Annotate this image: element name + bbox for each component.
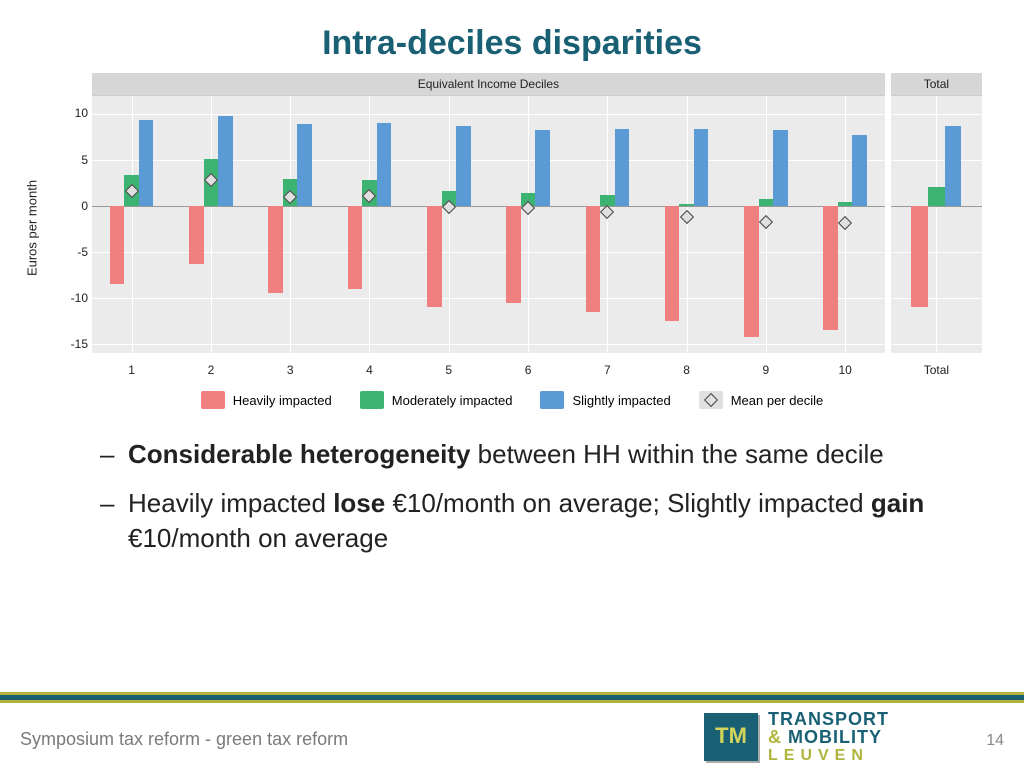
legend-label: Mean per decile	[731, 393, 824, 408]
footer-text: Symposium tax reform - green tax reform	[20, 729, 348, 750]
diamond-icon	[699, 391, 723, 409]
x-ticks: 12345678910 Total	[92, 363, 982, 377]
slide-title: Intra-deciles disparities	[0, 0, 1024, 73]
legend-mean: Mean per decile	[699, 391, 824, 409]
panel-deciles-title: Equivalent Income Deciles	[92, 73, 885, 96]
mean-marker	[759, 215, 773, 229]
panel-total-title: Total	[891, 73, 982, 96]
legend-label: Slightly impacted	[572, 393, 670, 408]
legend: Heavily impacted Moderately impacted Sli…	[0, 391, 1024, 409]
legend-label: Moderately impacted	[392, 393, 513, 408]
bullet-2: Heavily impacted lose €10/month on avera…	[100, 486, 964, 556]
logo: TM TRANSPORT & MOBILITY LEUVEN	[704, 702, 964, 768]
logo-leuven: LEUVEN	[768, 748, 889, 764]
swatch-moderately	[360, 391, 384, 409]
plot-main	[92, 96, 885, 353]
mean-marker	[838, 216, 852, 230]
swatch-heavily	[201, 391, 225, 409]
bullet-list: Considerable heterogeneity between HH wi…	[100, 437, 964, 556]
logo-text: TRANSPORT & MOBILITY LEUVEN	[768, 710, 889, 764]
swatch-slightly	[540, 391, 564, 409]
chart: Euros per month -15-10-50510 Equivalent …	[42, 73, 982, 383]
y-ticks: -15-10-50510	[62, 95, 88, 353]
legend-slightly: Slightly impacted	[540, 391, 670, 409]
logo-transport: TRANSPORT	[768, 709, 889, 729]
footer: Symposium tax reform - green tax reform …	[0, 692, 1024, 768]
panel-deciles: Equivalent Income Deciles	[92, 73, 885, 353]
logo-mark: TM	[704, 713, 758, 761]
panel-total: Total	[891, 73, 982, 353]
page-number: 14	[986, 732, 1004, 750]
legend-heavily: Heavily impacted	[201, 391, 332, 409]
chart-panels: Equivalent Income Deciles Total	[92, 73, 982, 353]
plot-total	[891, 96, 982, 353]
y-axis-label: Euros per month	[25, 180, 40, 276]
legend-label: Heavily impacted	[233, 393, 332, 408]
bullet-1: Considerable heterogeneity between HH wi…	[100, 437, 964, 472]
legend-moderately: Moderately impacted	[360, 391, 513, 409]
mean-marker	[680, 210, 694, 224]
logo-mobility: MOBILITY	[788, 727, 882, 747]
slide: Intra-deciles disparities Euros per mont…	[0, 0, 1024, 768]
